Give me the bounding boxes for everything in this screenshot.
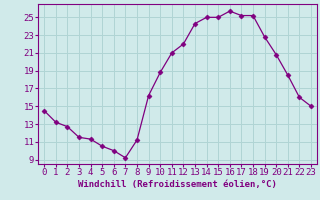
X-axis label: Windchill (Refroidissement éolien,°C): Windchill (Refroidissement éolien,°C)	[78, 180, 277, 189]
